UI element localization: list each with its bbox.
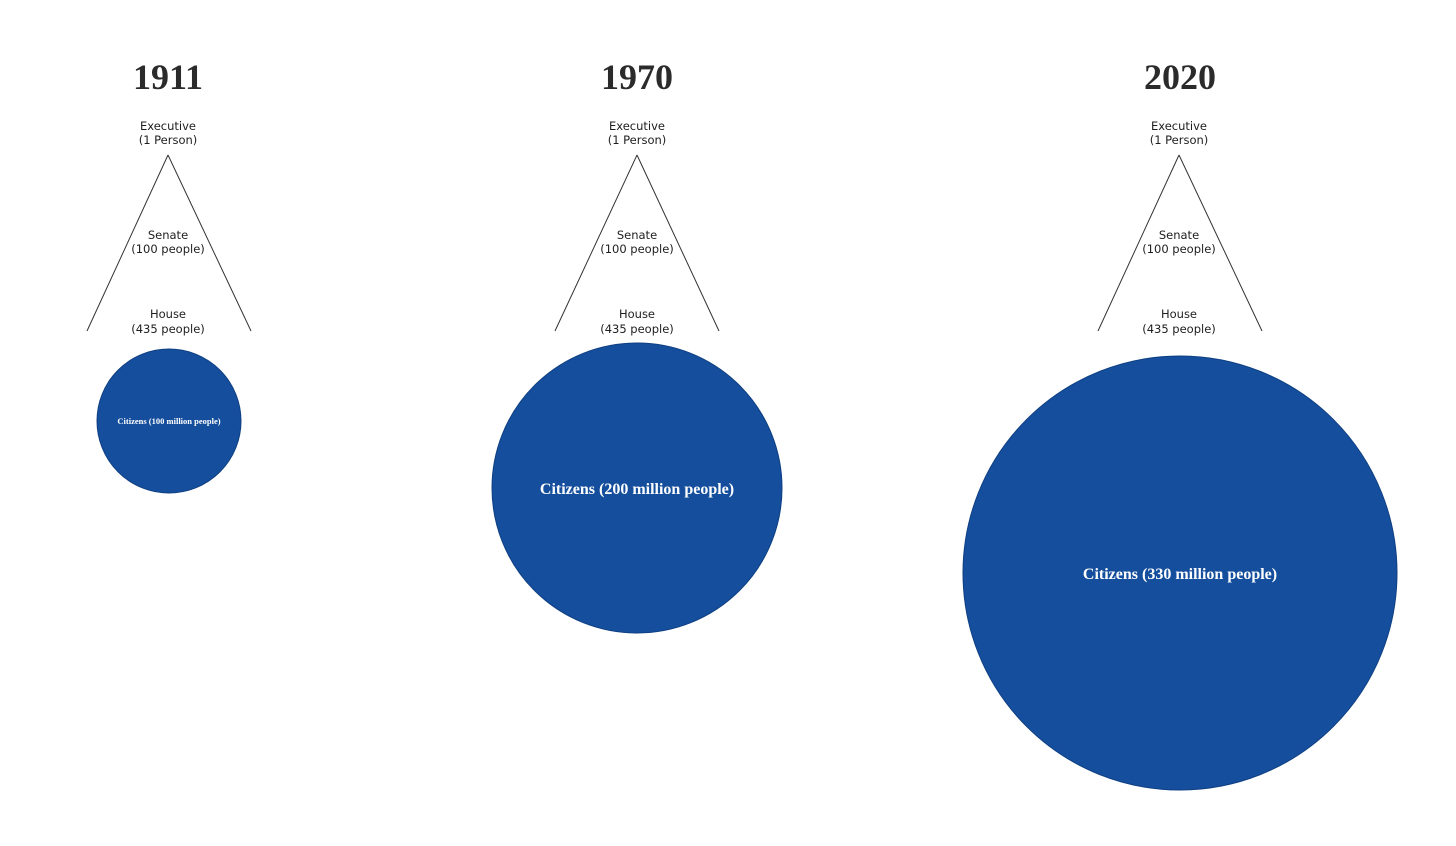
executive-count: (1 Person)	[139, 133, 198, 147]
citizens-label: Citizens (200 million people)	[540, 481, 734, 498]
executive-label: Executive	[609, 119, 665, 133]
panel-1911: 1911 Executive (1 Person) Senate (100 pe…	[86, 57, 252, 494]
executive-count: (1 Person)	[1150, 133, 1209, 147]
house-count: (435 people)	[1142, 322, 1216, 336]
year-title: 1970	[601, 57, 673, 97]
house-label: House	[619, 307, 655, 321]
citizens-circle	[962, 355, 1398, 791]
pyramid-right-side	[636, 154, 720, 332]
pyramid-right-side	[1178, 154, 1263, 332]
executive-label: Executive	[140, 119, 196, 133]
senate-count: (100 people)	[1142, 242, 1216, 256]
executive-label: Executive	[1151, 119, 1207, 133]
year-title: 1911	[133, 57, 203, 97]
pyramid-left-side	[554, 154, 638, 332]
pyramid-left-side	[1097, 154, 1180, 332]
house-count: (435 people)	[600, 322, 674, 336]
senate-label: Senate	[148, 228, 188, 242]
year-title: 2020	[1144, 57, 1216, 97]
panel-1970: 1970 Executive (1 Person) Senate (100 pe…	[491, 57, 783, 634]
citizens-circle	[96, 348, 242, 494]
citizens-label: Citizens (330 million people)	[1083, 566, 1277, 583]
senate-label: Senate	[617, 228, 657, 242]
panel-2020: 2020 Executive (1 Person) Senate (100 pe…	[962, 57, 1398, 791]
senate-count: (100 people)	[600, 242, 674, 256]
pyramid-right-side	[167, 154, 252, 332]
pyramid-left-side	[86, 154, 169, 332]
house-label: House	[1161, 307, 1197, 321]
senate-label: Senate	[1159, 228, 1199, 242]
executive-count: (1 Person)	[608, 133, 667, 147]
senate-count: (100 people)	[131, 242, 205, 256]
citizens-circle	[491, 342, 783, 634]
house-count: (435 people)	[131, 322, 205, 336]
citizens-label: Citizens (100 million people)	[117, 416, 220, 426]
house-label: House	[150, 307, 186, 321]
